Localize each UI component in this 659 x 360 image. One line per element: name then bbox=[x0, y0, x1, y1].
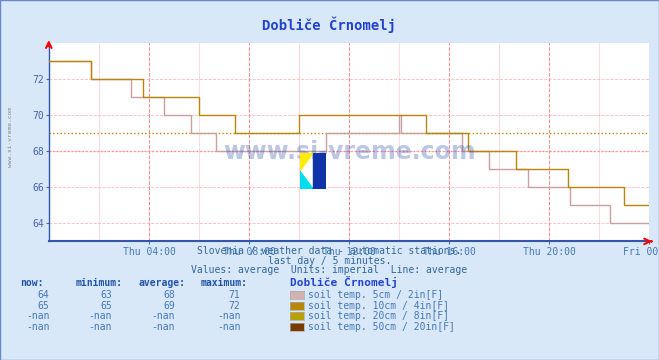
Text: -nan: -nan bbox=[151, 311, 175, 321]
Polygon shape bbox=[300, 153, 313, 171]
Text: soil temp. 20cm / 8in[F]: soil temp. 20cm / 8in[F] bbox=[308, 311, 449, 321]
Text: 68: 68 bbox=[163, 290, 175, 300]
Text: Dobliče Črnomelj: Dobliče Črnomelj bbox=[290, 276, 398, 288]
Text: -nan: -nan bbox=[151, 322, 175, 332]
Text: www.si-vreme.com: www.si-vreme.com bbox=[223, 140, 476, 164]
Text: -nan: -nan bbox=[88, 311, 112, 321]
Text: last day / 5 minutes.: last day / 5 minutes. bbox=[268, 256, 391, 266]
Polygon shape bbox=[300, 171, 313, 189]
Text: 63: 63 bbox=[100, 290, 112, 300]
Text: now:: now: bbox=[20, 278, 43, 288]
Text: -nan: -nan bbox=[26, 322, 49, 332]
Text: 65: 65 bbox=[38, 301, 49, 311]
Text: average:: average: bbox=[138, 278, 185, 288]
Text: 64: 64 bbox=[38, 290, 49, 300]
Text: -nan: -nan bbox=[88, 322, 112, 332]
Text: soil temp. 5cm / 2in[F]: soil temp. 5cm / 2in[F] bbox=[308, 290, 444, 300]
Text: 69: 69 bbox=[163, 301, 175, 311]
Text: Values: average  Units: imperial  Line: average: Values: average Units: imperial Line: av… bbox=[191, 265, 468, 275]
Text: -nan: -nan bbox=[217, 322, 241, 332]
Text: 71: 71 bbox=[229, 290, 241, 300]
Text: maximum:: maximum: bbox=[201, 278, 248, 288]
Text: minimum:: minimum: bbox=[76, 278, 123, 288]
Text: soil temp. 50cm / 20in[F]: soil temp. 50cm / 20in[F] bbox=[308, 322, 455, 332]
Text: 65: 65 bbox=[100, 301, 112, 311]
Polygon shape bbox=[313, 153, 326, 189]
Text: Dobliče Črnomelj: Dobliče Črnomelj bbox=[262, 16, 397, 33]
Text: 72: 72 bbox=[229, 301, 241, 311]
Text: soil temp. 10cm / 4in[F]: soil temp. 10cm / 4in[F] bbox=[308, 301, 449, 311]
Text: Slovenia / weather data - automatic stations.: Slovenia / weather data - automatic stat… bbox=[197, 246, 462, 256]
Text: -nan: -nan bbox=[217, 311, 241, 321]
Text: www.si-vreme.com: www.si-vreme.com bbox=[8, 107, 13, 167]
Text: -nan: -nan bbox=[26, 311, 49, 321]
